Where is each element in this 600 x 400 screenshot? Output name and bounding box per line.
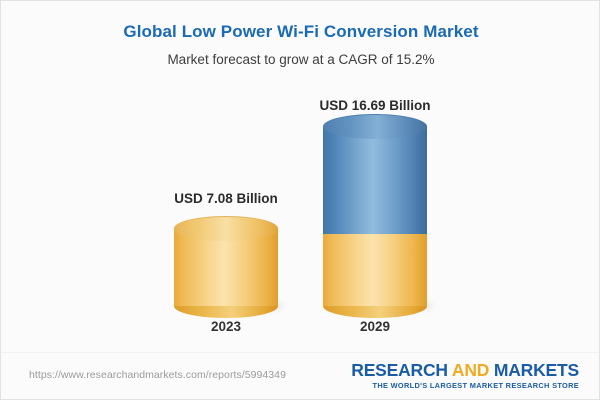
page-title: Global Low Power Wi-Fi Conversion Market (123, 22, 479, 41)
category-label-2023: 2023 (210, 319, 242, 334)
card-footer: https://www.researchandmarkets.com/repor… (1, 352, 599, 399)
bar-2029-base-body (323, 234, 427, 306)
data-label-2023: USD 7.08 Billion (174, 191, 278, 206)
category-label-2029: 2029 (359, 319, 391, 334)
bar-2023-body (174, 228, 278, 306)
chart-plot-area: USD 7.08 Billion 2023 USD 16.69 Billion (1, 1, 599, 353)
bar-2023[interactable] (174, 216, 278, 318)
bar-2029-base-segment[interactable] (323, 234, 427, 318)
bar-2029[interactable] (323, 114, 427, 234)
chart-subtitle: Market forecast to grow at a CAGR of 15.… (167, 52, 435, 67)
logo-word-markets: MARKETS (489, 360, 579, 380)
bar-2029-body (323, 126, 427, 234)
bar-2029-cap (323, 114, 427, 139)
logo-wordmark: RESEARCH AND MARKETS (351, 361, 579, 380)
logo-tagline: THE WORLD'S LARGEST MARKET RESEARCH STOR… (372, 381, 579, 390)
logo-word-research: RESEARCH (351, 360, 452, 380)
bar-2023-cap (174, 216, 278, 241)
chart-header: Global Low Power Wi-Fi Conversion Market… (1, 21, 599, 70)
report-url-link[interactable]: https://www.researchandmarkets.com/repor… (29, 369, 286, 381)
logo-word-and: AND (451, 360, 490, 380)
data-label-2029: USD 16.69 Billion (319, 98, 431, 113)
research-and-markets-logo[interactable]: RESEARCH AND MARKETS THE WORLD'S LARGEST… (351, 361, 579, 391)
